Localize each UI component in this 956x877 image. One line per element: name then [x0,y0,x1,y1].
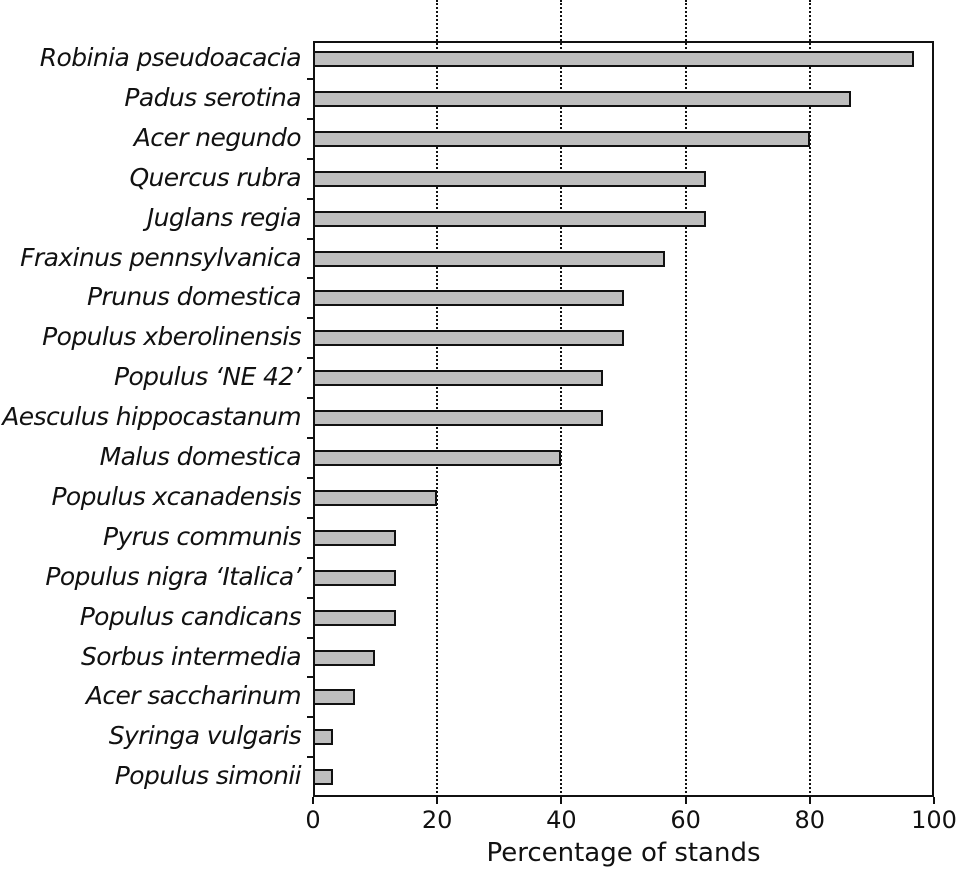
gridline-40 [560,0,563,797]
category-label: Aesculus hippocastanum [2,402,301,432]
y-tick [307,77,314,80]
category-label: Robinia pseudoacacia [39,43,302,72]
category-label: Acer saccharinum [85,681,302,711]
bar [313,489,438,506]
bar [313,649,376,666]
x-tick [808,797,811,804]
category-label: Populus simonii [114,761,302,791]
y-tick [307,277,314,280]
y-tick [307,237,314,240]
bar [313,410,603,427]
y-tick [307,596,314,599]
category-label: Populus xcanadensis [51,481,301,511]
y-tick [307,476,314,479]
x-tick-label: 20 [421,806,453,834]
bar [313,170,707,187]
category-label: Padus serotina [124,82,301,112]
category-label: Sorbus intermedia [80,641,302,671]
bar [313,769,334,786]
category-label: Populus xberolinensis [42,322,301,352]
bar [313,609,396,626]
x-tick [560,797,563,804]
y-tick [307,556,314,559]
gridline-20 [436,0,439,797]
bar [313,729,334,746]
y-tick [307,716,314,719]
y-tick [307,117,314,120]
gridline-60 [684,0,687,797]
y-tick [307,636,314,639]
bar [313,529,396,546]
category-label: Quercus rubra [129,162,301,192]
x-tick [684,797,687,804]
x-tick [933,797,935,804]
category-label: Prunus domestica [87,282,302,312]
category-label: Populus candicans [79,601,302,631]
bar [313,569,396,586]
y-tick [307,397,314,400]
y-tick [307,197,314,200]
category-label: Fraxinus pennsylvanica [20,242,301,272]
y-tick [307,157,314,160]
x-tick-label: 80 [794,806,826,834]
y-tick [307,756,314,759]
x-tick [436,797,439,804]
y-tick [307,437,314,440]
bar [313,90,852,107]
y-tick [307,357,314,360]
bar [313,290,624,307]
category-label: Populus ‘NE 42’ [114,362,302,392]
bar [313,250,666,267]
x-tick [312,797,314,804]
x-axis-title: Percentage of stands [486,838,761,868]
bar [313,210,707,227]
y-tick [307,317,314,320]
bar [313,330,624,347]
category-label: Malus domestica [99,442,302,471]
category-label: Populus nigra ‘Italica’ [45,561,301,591]
bar [313,130,810,147]
category-label: Pyrus communis [103,521,302,551]
x-tick-label: 40 [546,806,577,834]
y-tick [307,516,314,519]
category-label: Syringa vulgaris [108,721,302,751]
bar [313,450,562,466]
x-tick-label: 60 [670,806,701,834]
bar [313,51,914,67]
category-label: Juglans regia [146,202,302,232]
bar [313,689,355,706]
x-tick-label: 100 [911,806,956,834]
y-tick [307,676,314,679]
category-label: Acer negundo [133,122,302,152]
bar [313,370,603,387]
x-tick-label: 0 [305,806,321,834]
gridline-80 [808,0,811,797]
